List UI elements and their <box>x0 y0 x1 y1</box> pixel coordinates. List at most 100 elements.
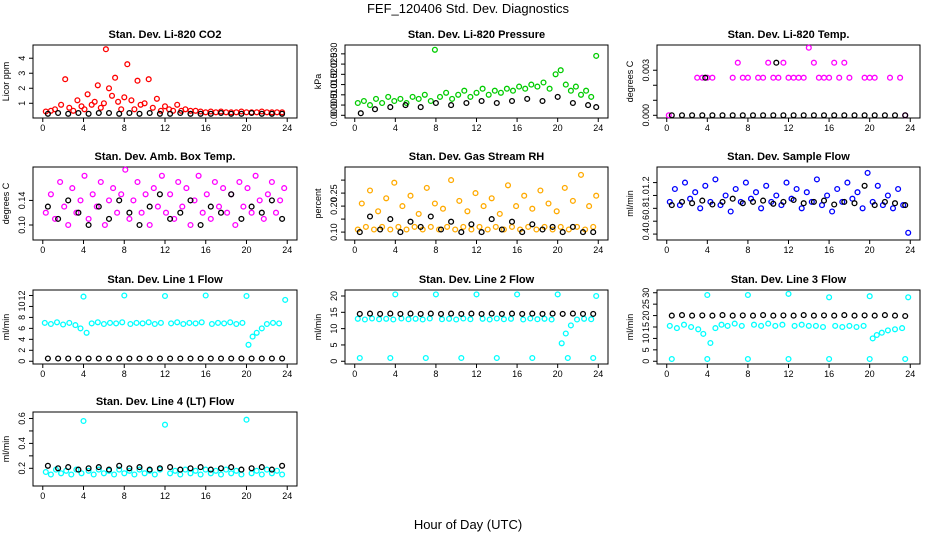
data-point <box>704 355 711 363</box>
data-point <box>115 98 122 105</box>
data-point <box>694 74 701 81</box>
x-tick-label: 12 <box>783 369 793 379</box>
data-point <box>197 221 204 229</box>
data-point <box>415 95 422 102</box>
panel-ylabel: ml/min <box>625 190 635 217</box>
data-point <box>114 209 121 216</box>
data-point <box>175 178 182 186</box>
data-point <box>426 315 433 322</box>
data-point <box>709 112 716 119</box>
x-tick-label: 12 <box>783 245 793 255</box>
data-point <box>844 179 851 186</box>
data-point <box>831 112 838 119</box>
data-point <box>562 81 569 88</box>
data-point <box>742 179 749 186</box>
data-point <box>468 310 475 317</box>
data-point <box>89 191 96 198</box>
y-tick-label: 0.25 <box>329 184 339 202</box>
plot-frame <box>656 44 921 119</box>
x-tick-label: 20 <box>241 123 251 133</box>
data-point <box>97 104 104 111</box>
data-point <box>228 470 235 477</box>
data-point <box>224 209 231 216</box>
data-point <box>244 185 251 192</box>
data-point <box>100 100 107 107</box>
data-point <box>379 99 386 107</box>
x-tick-label: 0 <box>352 369 357 379</box>
data-point <box>819 323 827 331</box>
data-point <box>157 107 164 114</box>
data-point <box>93 203 100 210</box>
data-point <box>529 310 536 317</box>
data-point <box>217 209 225 216</box>
x-tick-label: 8 <box>122 245 127 255</box>
y-tick-label: 0 <box>641 359 651 364</box>
data-point <box>552 71 559 78</box>
data-point <box>113 320 120 327</box>
data-point <box>248 470 255 477</box>
data-point <box>243 416 250 423</box>
data-point <box>47 191 54 198</box>
data-point <box>51 106 59 113</box>
data-point <box>133 319 140 326</box>
series-2 <box>668 182 909 209</box>
data-point <box>458 354 465 362</box>
y-tick-label: 8 <box>17 315 27 320</box>
data-point <box>198 319 205 326</box>
data-point <box>227 319 234 326</box>
y-tick-label: 0.8 <box>641 202 651 215</box>
panel-10: Stan. Dev. Line 4 (LT) Flow ml/min 0 4 8 12 16… <box>1 396 298 501</box>
data-point <box>397 310 404 317</box>
data-point <box>588 93 595 100</box>
data-point <box>95 355 102 362</box>
data-point <box>354 99 361 107</box>
data-point <box>805 44 812 51</box>
data-point <box>520 316 527 323</box>
data-point <box>139 320 146 327</box>
data-point <box>243 109 250 116</box>
data-point <box>731 320 738 327</box>
figure-xlabel: Hour of Day (UTC) <box>413 517 523 532</box>
data-point <box>177 471 184 478</box>
data-point <box>248 355 255 362</box>
panel-title: Stan. Dev. Amb. Box Temp. <box>95 151 236 163</box>
data-point <box>55 109 62 117</box>
panel-title: Stan. Dev. Line 2 Flow <box>419 274 535 286</box>
data-point <box>80 417 87 425</box>
data-point <box>366 213 374 220</box>
data-point <box>496 210 503 217</box>
data-point <box>42 468 49 476</box>
data-point <box>253 467 260 474</box>
data-point <box>562 330 569 337</box>
data-point <box>121 470 128 477</box>
data-point <box>228 191 235 198</box>
data-point <box>895 185 902 193</box>
x-tick-label: 0 <box>40 491 45 501</box>
data-point <box>238 471 245 478</box>
data-point <box>467 93 474 100</box>
series-2 <box>44 191 286 229</box>
data-point <box>573 223 581 230</box>
data-point <box>126 109 133 117</box>
data-point <box>826 355 833 363</box>
data-point <box>492 223 499 230</box>
data-point <box>590 354 597 362</box>
data-point <box>383 195 390 202</box>
x-tick-label: 24 <box>282 245 292 255</box>
data-point <box>891 112 899 119</box>
data-point <box>504 182 512 189</box>
data-point <box>548 316 555 323</box>
data-point <box>44 110 51 117</box>
data-point <box>820 112 828 119</box>
data-point <box>228 355 235 362</box>
x-tick-label: 24 <box>593 123 603 133</box>
y-tick-label: 0.030 <box>329 43 339 66</box>
data-point <box>377 226 384 233</box>
data-point <box>749 312 757 319</box>
data-point <box>569 99 576 107</box>
data-point <box>688 323 695 331</box>
data-point <box>846 322 853 329</box>
data-point <box>195 172 202 179</box>
